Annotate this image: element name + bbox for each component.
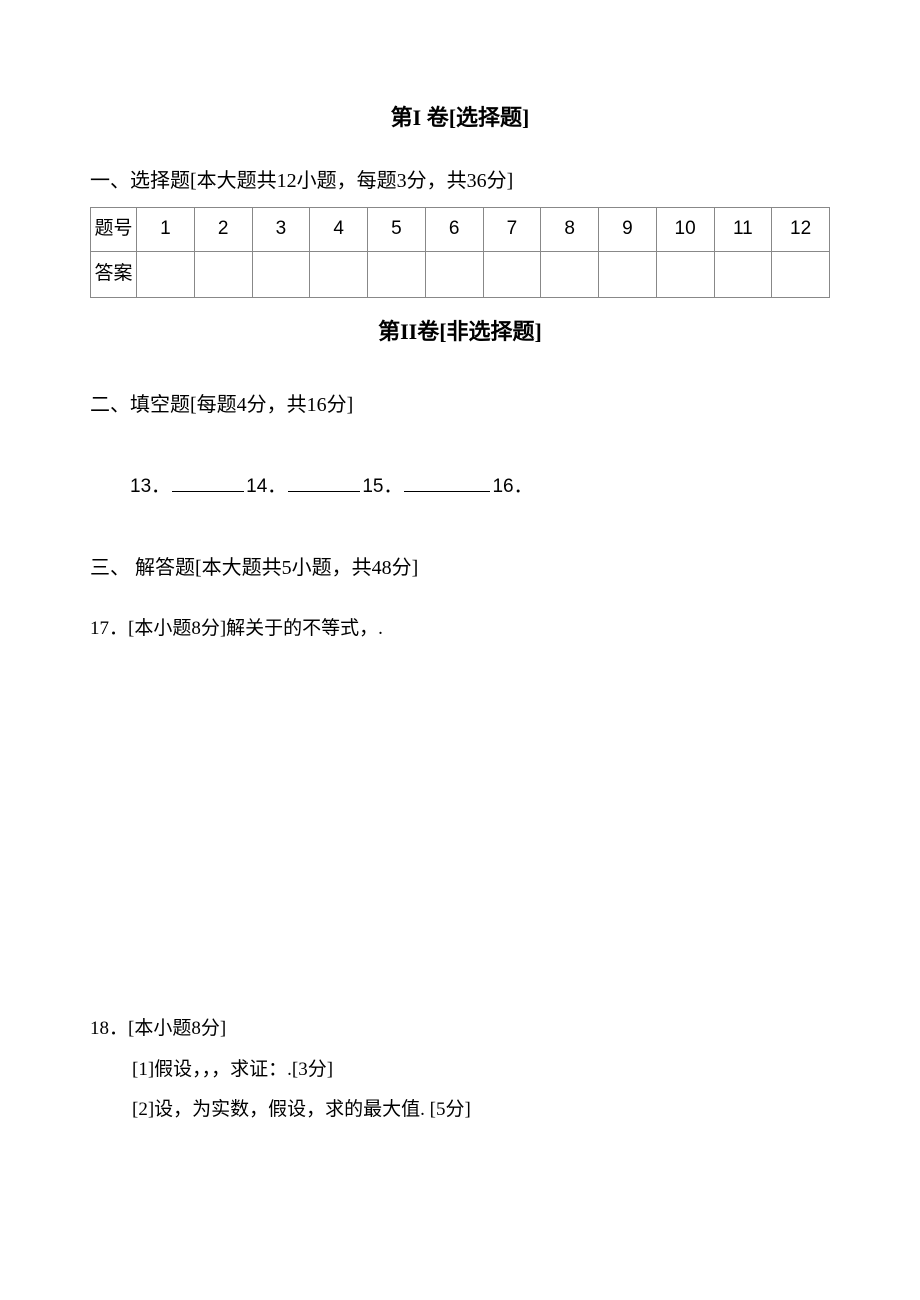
workspace-gap: [90, 654, 830, 1014]
table-answer-row: 答案: [91, 251, 830, 297]
answer-cell: [252, 251, 310, 297]
answer-cell: [368, 251, 426, 297]
col-header: 6: [425, 208, 483, 251]
col-header: 3: [252, 208, 310, 251]
subsection-2-heading: 二、填空题[每题4分，共16分]: [90, 389, 830, 421]
col-header: 11: [714, 208, 772, 251]
col-header: 2: [194, 208, 252, 251]
answer-cell: [483, 251, 541, 297]
col-header: 4: [310, 208, 368, 251]
col-header: 8: [541, 208, 599, 251]
col-header: 5: [368, 208, 426, 251]
blank-underline: [288, 471, 360, 492]
blank-num: 16: [492, 476, 513, 497]
col-header: 7: [483, 208, 541, 251]
blank-num: 14: [246, 476, 267, 497]
answer-sheet-table: 题号 1 2 3 4 5 6 7 8 9 10 11 12 答案: [90, 207, 830, 297]
separator: ．: [151, 476, 170, 497]
table-header-row: 题号 1 2 3 4 5 6 7 8 9 10 11 12: [91, 208, 830, 251]
answer-cell: [310, 251, 368, 297]
blank-underline: [172, 471, 244, 492]
answer-cell: [541, 251, 599, 297]
question-18-sub1: [1]假设，，，求证：.[3分]: [132, 1055, 830, 1085]
answer-cell: [137, 251, 195, 297]
answer-cell: [656, 251, 714, 297]
question-18-sub2: [2]设，为实数，假设，求的最大值. [5分]: [132, 1095, 830, 1125]
separator: ．: [383, 476, 402, 497]
section-1-title: 第I 卷[选择题]: [90, 100, 830, 135]
answer-cell: [772, 251, 830, 297]
col-header: 1: [137, 208, 195, 251]
question-17: 17．[本小题8分]解关于的不等式，.: [90, 614, 830, 644]
answer-cell: [714, 251, 772, 297]
separator: ．: [267, 476, 286, 497]
blank-num: 15: [362, 476, 383, 497]
subsection-1-heading: 一、选择题[本大题共12小题，每题3分，共36分]: [90, 165, 830, 197]
col-header: 10: [656, 208, 714, 251]
col-header: 9: [599, 208, 657, 251]
answer-cell: [194, 251, 252, 297]
question-18-heading: 18．[本小题8分]: [90, 1014, 830, 1044]
col-header: 12: [772, 208, 830, 251]
blank-underline: [404, 471, 490, 492]
answer-cell: [425, 251, 483, 297]
row-label-answer: 答案: [91, 251, 137, 297]
separator: ．: [514, 476, 533, 497]
answer-cell: [599, 251, 657, 297]
section-2-title: 第II卷[非选择题]: [90, 314, 830, 349]
subsection-3-heading: 三、 解答题[本大题共5小题，共48分]: [90, 552, 830, 584]
fill-blank-line: 13．14．15．16．: [130, 471, 830, 502]
row-label-question-number: 题号: [91, 208, 137, 251]
blank-num: 13: [130, 476, 151, 497]
